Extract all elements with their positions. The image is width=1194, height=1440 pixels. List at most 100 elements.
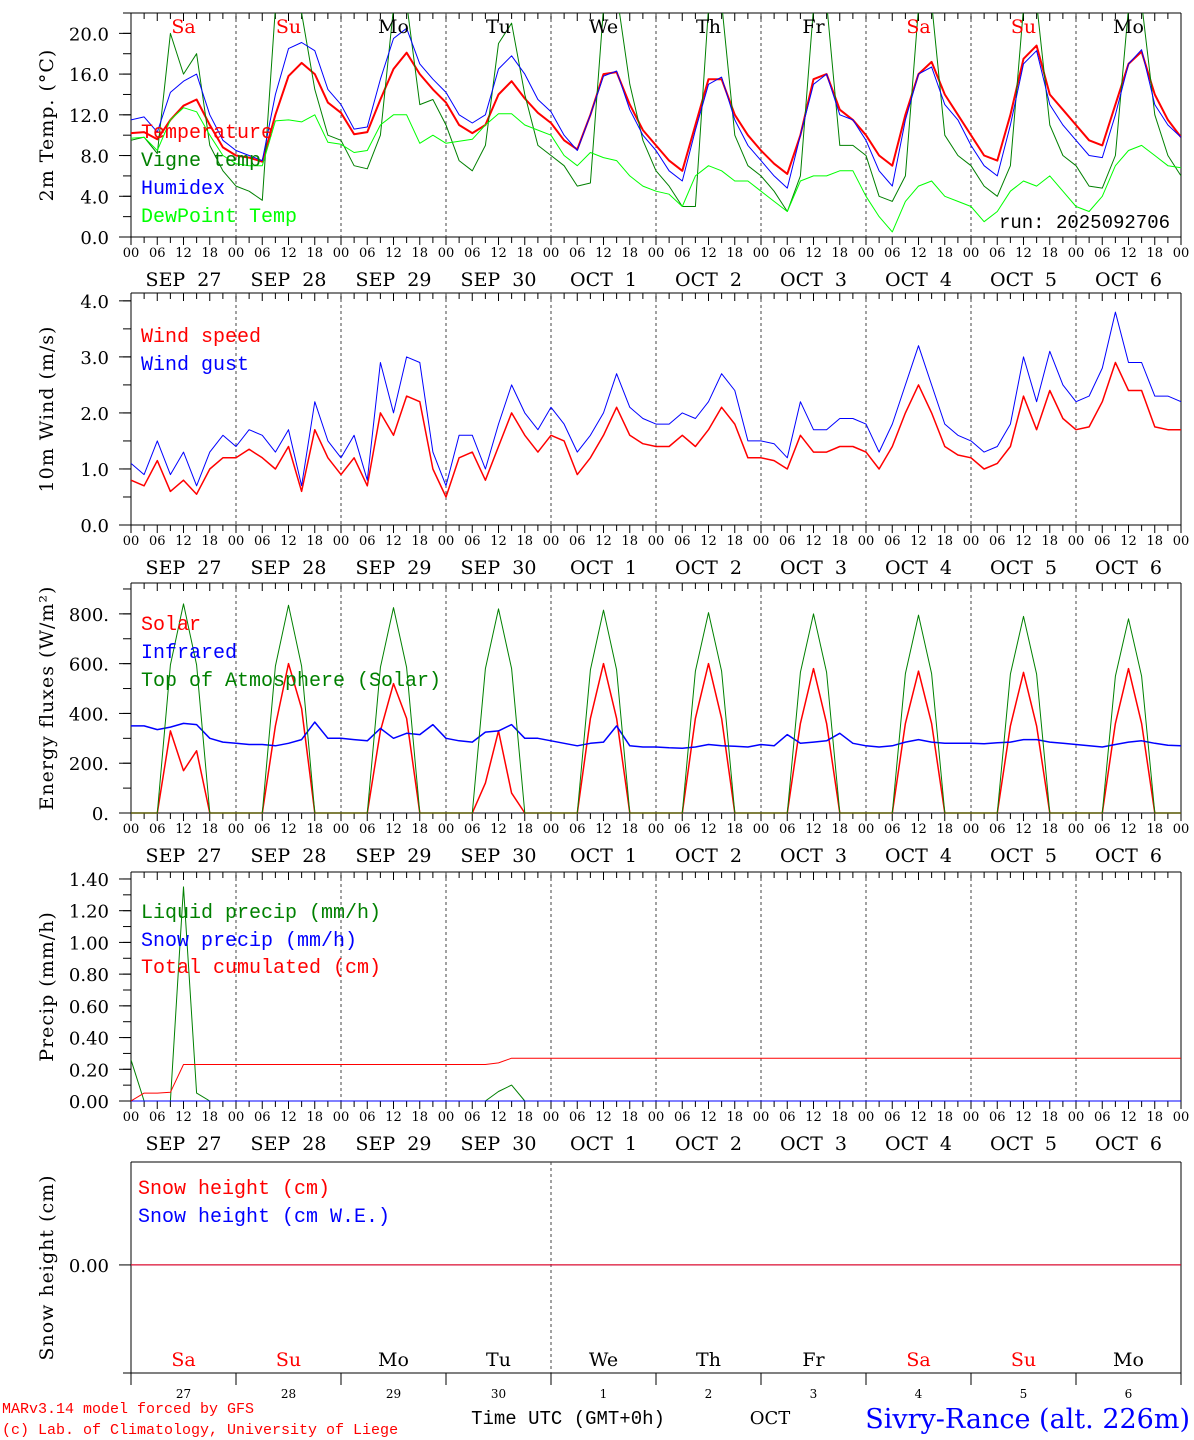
x-tick-label: 18 (1041, 534, 1058, 549)
x-tick-label: 18 (516, 246, 533, 261)
x-tick-label: 06 (254, 534, 271, 549)
y-tick-label: 0.20 (69, 1060, 109, 1081)
day-number-label: 2 (705, 1387, 713, 1401)
x-tick-label: 18 (936, 822, 953, 837)
x-tick-label: 06 (254, 246, 271, 261)
legend-entry: Snow height (cm) (138, 1178, 330, 1201)
date-label: OCT 2 (675, 1133, 742, 1155)
weekday-label: Fr (802, 1349, 825, 1371)
weekday-label: Sa (906, 1349, 930, 1371)
weekday-label: Tu (486, 16, 511, 38)
y-tick-label: 600. (69, 655, 109, 676)
x-tick-label: 18 (411, 246, 428, 261)
x-tick-label: 00 (963, 246, 980, 261)
weekday-label: Th (696, 16, 721, 38)
x-tick-label: 06 (359, 534, 376, 549)
series-line-vigne-temp (131, 13, 1181, 212)
weekday-label: Mo (378, 1349, 409, 1371)
x-tick-label: 06 (359, 246, 376, 261)
x-tick-label: 18 (621, 534, 638, 549)
date-label: OCT 3 (780, 557, 847, 579)
date-label: OCT 6 (1095, 845, 1162, 867)
y-tick-label: 4.0 (80, 187, 109, 208)
x-tick-label: 12 (175, 534, 192, 549)
weekday-label: Sa (906, 16, 930, 38)
x-tick-label: 18 (516, 534, 533, 549)
y-tick-label: 800. (69, 605, 109, 626)
x-tick-label: 06 (254, 1110, 271, 1125)
x-tick-label: 06 (149, 246, 166, 261)
y-tick-label: 4.0 (80, 292, 109, 313)
x-tick-label: 00 (228, 246, 245, 261)
date-label: OCT 3 (780, 269, 847, 291)
x-tick-label: 18 (306, 246, 323, 261)
x-tick-label: 12 (595, 246, 612, 261)
x-tick-label: 12 (280, 246, 297, 261)
y-tick-label: 400. (69, 704, 109, 725)
x-tick-label: 12 (1120, 1110, 1137, 1125)
date-label: OCT 3 (780, 845, 847, 867)
weekday-label: Mo (1113, 1349, 1144, 1371)
date-label: OCT 5 (990, 845, 1057, 867)
date-label: SEP 27 (146, 557, 222, 579)
x-tick-label: 00 (438, 822, 455, 837)
x-tick-label: 00 (123, 1110, 140, 1125)
y-axis-title: Snow height (cm) (36, 1174, 58, 1360)
x-tick-label: 18 (1041, 1110, 1058, 1125)
x-tick-label: 18 (516, 1110, 533, 1125)
x-tick-label: 00 (858, 1110, 875, 1125)
x-tick-label: 00 (543, 534, 560, 549)
date-label: OCT 1 (570, 845, 637, 867)
x-tick-label: 00 (753, 1110, 770, 1125)
x-tick-label: 06 (779, 534, 796, 549)
x-tick-label: 18 (621, 246, 638, 261)
x-tick-label: 06 (884, 1110, 901, 1125)
weekday-label: Fr (802, 16, 825, 38)
date-label: SEP 30 (461, 845, 537, 867)
weekday-label: Su (1011, 1349, 1036, 1371)
x-tick-label: 06 (464, 822, 481, 837)
x-tick-label: 12 (910, 246, 927, 261)
x-tick-label: 00 (438, 534, 455, 549)
x-tick-label: 06 (989, 822, 1006, 837)
date-label: SEP 28 (251, 1133, 327, 1155)
x-tick-label: 06 (464, 246, 481, 261)
y-tick-label: 12.0 (69, 106, 109, 127)
x-tick-label: 00 (333, 534, 350, 549)
x-tick-label: 00 (228, 534, 245, 549)
x-tick-label: 06 (1094, 1110, 1111, 1125)
x-axis-title: Time UTC (GMT+0h) (471, 1408, 665, 1430)
day-number-label: 4 (915, 1387, 923, 1401)
x-tick-label: 12 (1015, 246, 1032, 261)
day-number-label: 28 (281, 1387, 296, 1401)
x-tick-label: 18 (306, 822, 323, 837)
x-tick-label: 12 (595, 1110, 612, 1125)
credit-lab: (c) Lab. of Climatology, University of L… (2, 1422, 398, 1439)
location-title: Sivry-Rance (alt. 226m) (865, 1404, 1190, 1435)
x-tick-label: 00 (858, 822, 875, 837)
x-tick-label: 18 (1146, 534, 1163, 549)
x-tick-label: 00 (648, 246, 665, 261)
x-tick-label: 00 (648, 534, 665, 549)
x-tick-label: 18 (936, 534, 953, 549)
date-label: OCT 3 (780, 1133, 847, 1155)
x-tick-label: 12 (910, 822, 927, 837)
x-tick-label: 12 (175, 1110, 192, 1125)
date-label: SEP 30 (461, 557, 537, 579)
weekday-label: Su (1011, 16, 1036, 38)
x-tick-label: 12 (910, 1110, 927, 1125)
x-tick-label: 18 (201, 822, 218, 837)
x-tick-label: 12 (175, 822, 192, 837)
date-label: OCT 5 (990, 269, 1057, 291)
x-tick-label: 06 (464, 1110, 481, 1125)
x-tick-label: 12 (385, 534, 402, 549)
date-label: SEP 27 (146, 845, 222, 867)
legend-entry: Vigne temp (141, 150, 261, 173)
x-tick-label: 12 (280, 534, 297, 549)
x-tick-label: 12 (805, 1110, 822, 1125)
x-tick-label: 00 (123, 246, 140, 261)
x-tick-label: 12 (280, 1110, 297, 1125)
x-tick-label: 00 (543, 822, 560, 837)
x-minor-ticks (130, 293, 1182, 533)
x-tick-label: 06 (989, 534, 1006, 549)
